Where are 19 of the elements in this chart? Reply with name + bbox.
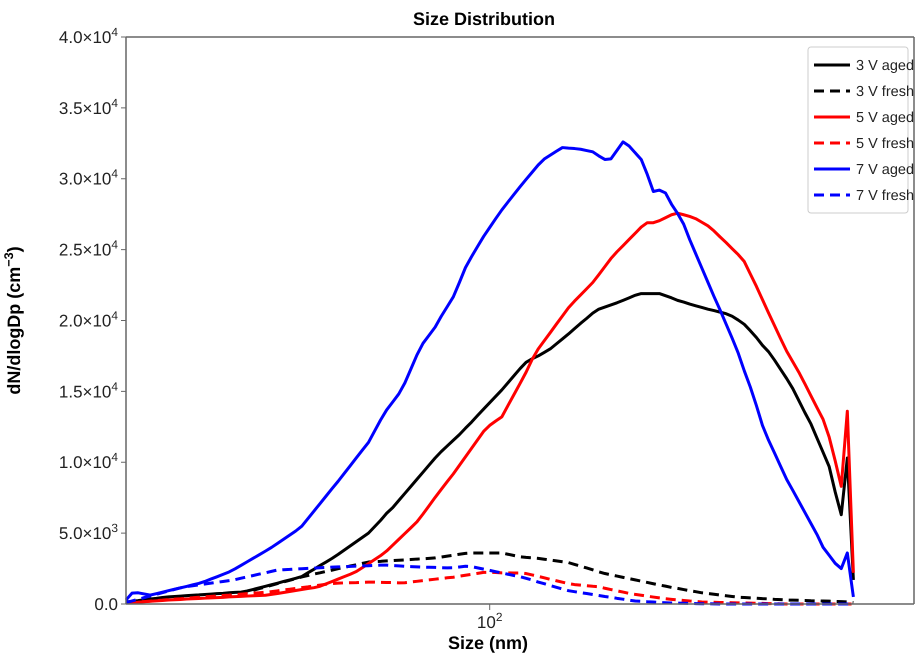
legend-label: 7 V aged (856, 162, 914, 178)
y-tick-label: 4.0×10$^{4}$ (58, 24, 118, 47)
y-tick-label: 2.0×10$^{4}$ (58, 308, 118, 330)
legend-label: 5 V fresh (856, 136, 914, 152)
y-tick-label: 0.0 (94, 594, 118, 614)
legend-label: 3 V fresh (856, 84, 914, 100)
y-tick-label: 2.5×10$^{4}$ (58, 238, 118, 260)
x-axis-title: Size (nm) (448, 633, 528, 653)
legend-label: 3 V aged (856, 58, 914, 74)
legend-label: 7 V fresh (856, 188, 914, 204)
y-tick-label: 1.5×10$^{4}$ (58, 379, 118, 402)
y-tick-label: 1.0×10$^{4}$ (58, 450, 118, 472)
x-tick-label: 10$^{2}$ (476, 610, 503, 632)
legend-label: 5 V aged (856, 110, 914, 126)
y-tick-label: 3.0×10$^{4}$ (58, 166, 118, 189)
y-tick-label: 5.0×10$^{3}$ (58, 521, 118, 544)
chart-title: Size Distribution (412, 9, 556, 29)
line-series (124, 140, 855, 602)
y-tick-label: 3.5×10$^{4}$ (58, 96, 118, 118)
